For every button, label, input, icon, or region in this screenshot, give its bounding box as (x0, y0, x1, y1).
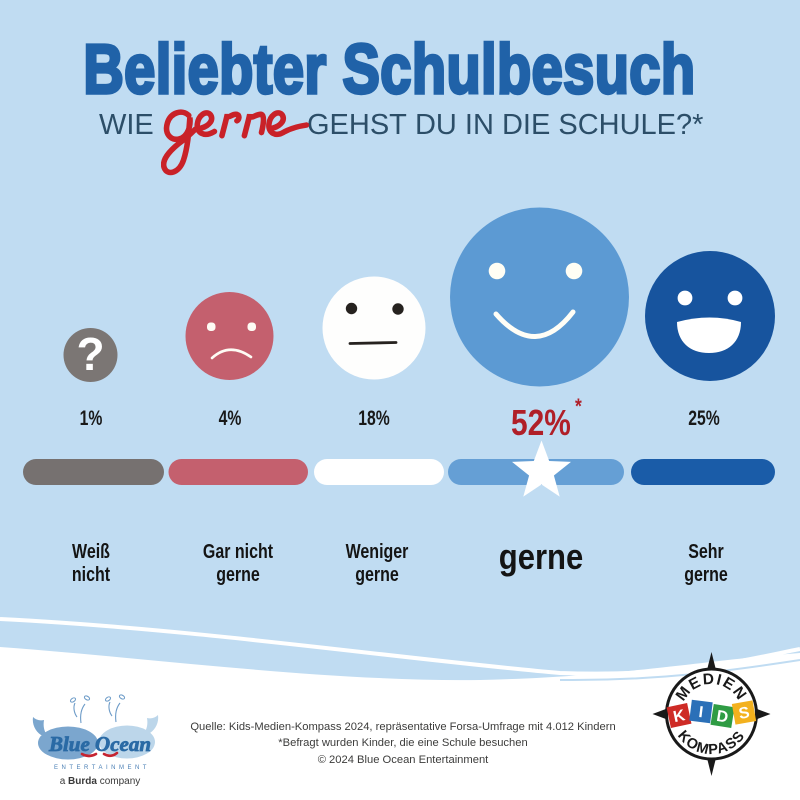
svg-text:K: K (672, 707, 687, 726)
svg-text:D: D (715, 708, 729, 727)
svg-text:Blue Ocean: Blue Ocean (48, 732, 151, 756)
svg-text:I: I (698, 704, 704, 721)
svg-text:?: ? (76, 328, 104, 380)
svg-text:S: S (737, 704, 751, 723)
svg-text:a Burda company: a Burda company (60, 776, 141, 787)
svg-text:ENTERTAINMENT: ENTERTAINMENT (54, 765, 150, 771)
